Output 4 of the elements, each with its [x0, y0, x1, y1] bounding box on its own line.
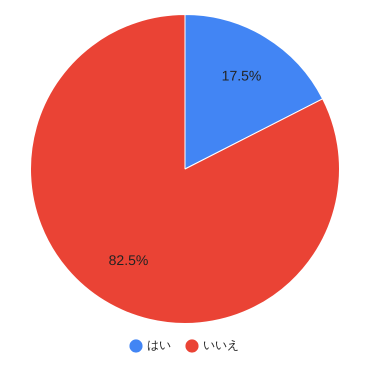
legend-label: いいえ — [203, 338, 239, 352]
data-label: 17.5% — [222, 68, 262, 84]
legend-label: はい — [147, 338, 171, 352]
data-label: 82.5% — [108, 252, 148, 268]
